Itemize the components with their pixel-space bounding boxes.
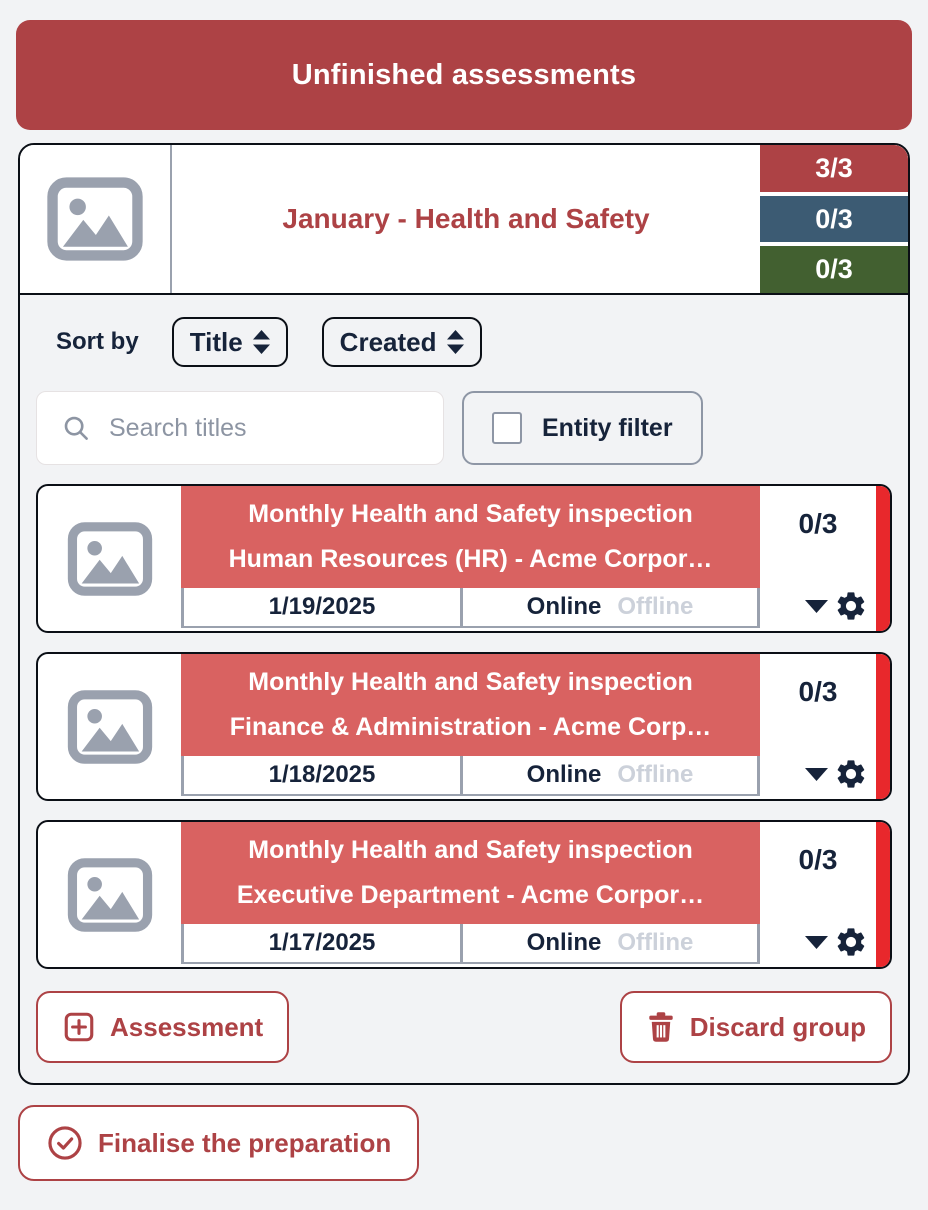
search-input[interactable] xyxy=(109,413,429,443)
assessment-title-line2: Finance & Administration - Acme Corp… xyxy=(229,713,712,741)
sort-created-label: Created xyxy=(339,326,437,357)
filter-row: Entity filter xyxy=(36,391,892,465)
image-placeholder-icon xyxy=(64,513,156,605)
search-icon xyxy=(61,413,91,443)
sort-arrows-icon xyxy=(446,330,464,354)
assessment-main: Monthly Health and Safety inspection Fin… xyxy=(181,654,760,799)
image-placeholder-icon xyxy=(43,167,147,271)
trash-icon xyxy=(646,1011,676,1043)
online-offline-toggle: Online Offline xyxy=(463,756,760,796)
group-body: Sort by Title Created xyxy=(20,295,908,1083)
image-placeholder-icon xyxy=(64,681,156,773)
assessment-title-line1: Monthly Health and Safety inspection xyxy=(248,500,693,528)
finalise-preparation-label: Finalise the preparation xyxy=(98,1127,392,1158)
group-progress-badges: 3/3 0/3 0/3 xyxy=(760,145,908,294)
page-title: Unfinished assessments xyxy=(291,58,637,91)
assessment-thumbnail xyxy=(38,822,181,967)
group-actions-row: Assessment Discard group xyxy=(36,991,892,1063)
sort-created-button[interactable]: Created xyxy=(321,317,482,367)
group-title-cell: January - Health and Safety xyxy=(172,145,760,293)
badge-inprogress-count: 0/3 xyxy=(760,195,908,243)
assessment-progress: 0/3 xyxy=(798,508,838,539)
discard-group-label: Discard group xyxy=(689,1011,866,1042)
entity-filter-label: Entity filter xyxy=(542,413,673,442)
sort-arrows-icon xyxy=(252,330,270,354)
assessment-side: 0/3 xyxy=(760,822,876,967)
unfinished-assessments-banner: Unfinished assessments xyxy=(16,20,912,130)
add-assessment-button[interactable]: Assessment xyxy=(36,991,290,1063)
group-thumbnail xyxy=(20,145,172,293)
expand-caret-icon[interactable] xyxy=(805,767,828,781)
assessment-card: Monthly Health and Safety inspection Hum… xyxy=(36,484,892,633)
image-placeholder-icon xyxy=(64,849,156,941)
assessment-title-line2: Human Resources (HR) - Acme Corpor… xyxy=(228,545,713,573)
badge-finished-count: 0/3 xyxy=(760,246,908,294)
badge-unfinished-count: 3/3 xyxy=(760,145,908,192)
assessment-side: 0/3 xyxy=(760,486,876,631)
assessment-title[interactable]: Monthly Health and Safety inspection Hum… xyxy=(181,486,760,588)
entity-filter-checkbox[interactable] xyxy=(492,412,522,444)
online-offline-toggle: Online Offline xyxy=(463,924,760,964)
assessment-date: 1/17/2025 xyxy=(181,924,463,964)
sort-title-button[interactable]: Title xyxy=(171,317,288,367)
assessment-thumbnail xyxy=(38,486,181,631)
offline-option[interactable]: Offline xyxy=(617,593,694,620)
assessment-card: Monthly Health and Safety inspection Fin… xyxy=(36,652,892,801)
online-offline-toggle: Online Offline xyxy=(463,588,760,628)
status-stripe xyxy=(876,822,890,967)
online-option[interactable]: Online xyxy=(526,929,602,956)
group-title: January - Health and Safety xyxy=(282,203,650,234)
assessment-progress: 0/3 xyxy=(798,676,838,707)
offline-option[interactable]: Offline xyxy=(617,761,694,788)
finalise-preparation-button[interactable]: Finalise the preparation xyxy=(18,1105,420,1181)
offline-option[interactable]: Offline xyxy=(617,929,694,956)
gear-icon[interactable] xyxy=(834,925,868,959)
assessment-date: 1/18/2025 xyxy=(181,756,463,796)
assessment-meta: 1/17/2025 Online Offline xyxy=(181,924,760,964)
entity-filter-button[interactable]: Entity filter xyxy=(462,391,703,465)
check-circle-icon xyxy=(46,1124,84,1162)
search-box xyxy=(36,391,444,465)
assessment-main: Monthly Health and Safety inspection Hum… xyxy=(181,486,760,631)
expand-caret-icon[interactable] xyxy=(805,935,828,949)
assessment-main: Monthly Health and Safety inspection Exe… xyxy=(181,822,760,967)
plus-square-icon xyxy=(62,1010,96,1044)
sort-title-label: Title xyxy=(189,326,243,357)
status-stripe xyxy=(876,654,890,799)
discard-group-button[interactable]: Discard group xyxy=(619,991,892,1063)
sort-row: Sort by Title Created xyxy=(36,317,892,367)
assessment-title-line1: Monthly Health and Safety inspection xyxy=(248,836,693,864)
assessment-thumbnail xyxy=(38,654,181,799)
gear-icon[interactable] xyxy=(834,589,868,623)
assessment-date: 1/19/2025 xyxy=(181,588,463,628)
expand-caret-icon[interactable] xyxy=(805,599,828,613)
assessment-progress: 0/3 xyxy=(798,844,838,875)
assessment-meta: 1/19/2025 Online Offline xyxy=(181,588,760,628)
assessment-card: Monthly Health and Safety inspection Exe… xyxy=(36,820,892,969)
assessment-group-card: January - Health and Safety 3/3 0/3 0/3 … xyxy=(18,143,910,1085)
gear-icon[interactable] xyxy=(834,757,868,791)
add-assessment-label: Assessment xyxy=(110,1011,264,1042)
assessment-title-line2: Executive Department - Acme Corpor… xyxy=(236,881,705,909)
online-option[interactable]: Online xyxy=(526,593,602,620)
assessment-title[interactable]: Monthly Health and Safety inspection Fin… xyxy=(181,654,760,756)
group-header: January - Health and Safety 3/3 0/3 0/3 xyxy=(20,145,908,295)
assessment-meta: 1/18/2025 Online Offline xyxy=(181,756,760,796)
sort-by-label: Sort by xyxy=(56,328,139,355)
assessment-title-line1: Monthly Health and Safety inspection xyxy=(248,668,693,696)
assessment-title[interactable]: Monthly Health and Safety inspection Exe… xyxy=(181,822,760,924)
assessment-side: 0/3 xyxy=(760,654,876,799)
status-stripe xyxy=(876,486,890,631)
online-option[interactable]: Online xyxy=(526,761,602,788)
